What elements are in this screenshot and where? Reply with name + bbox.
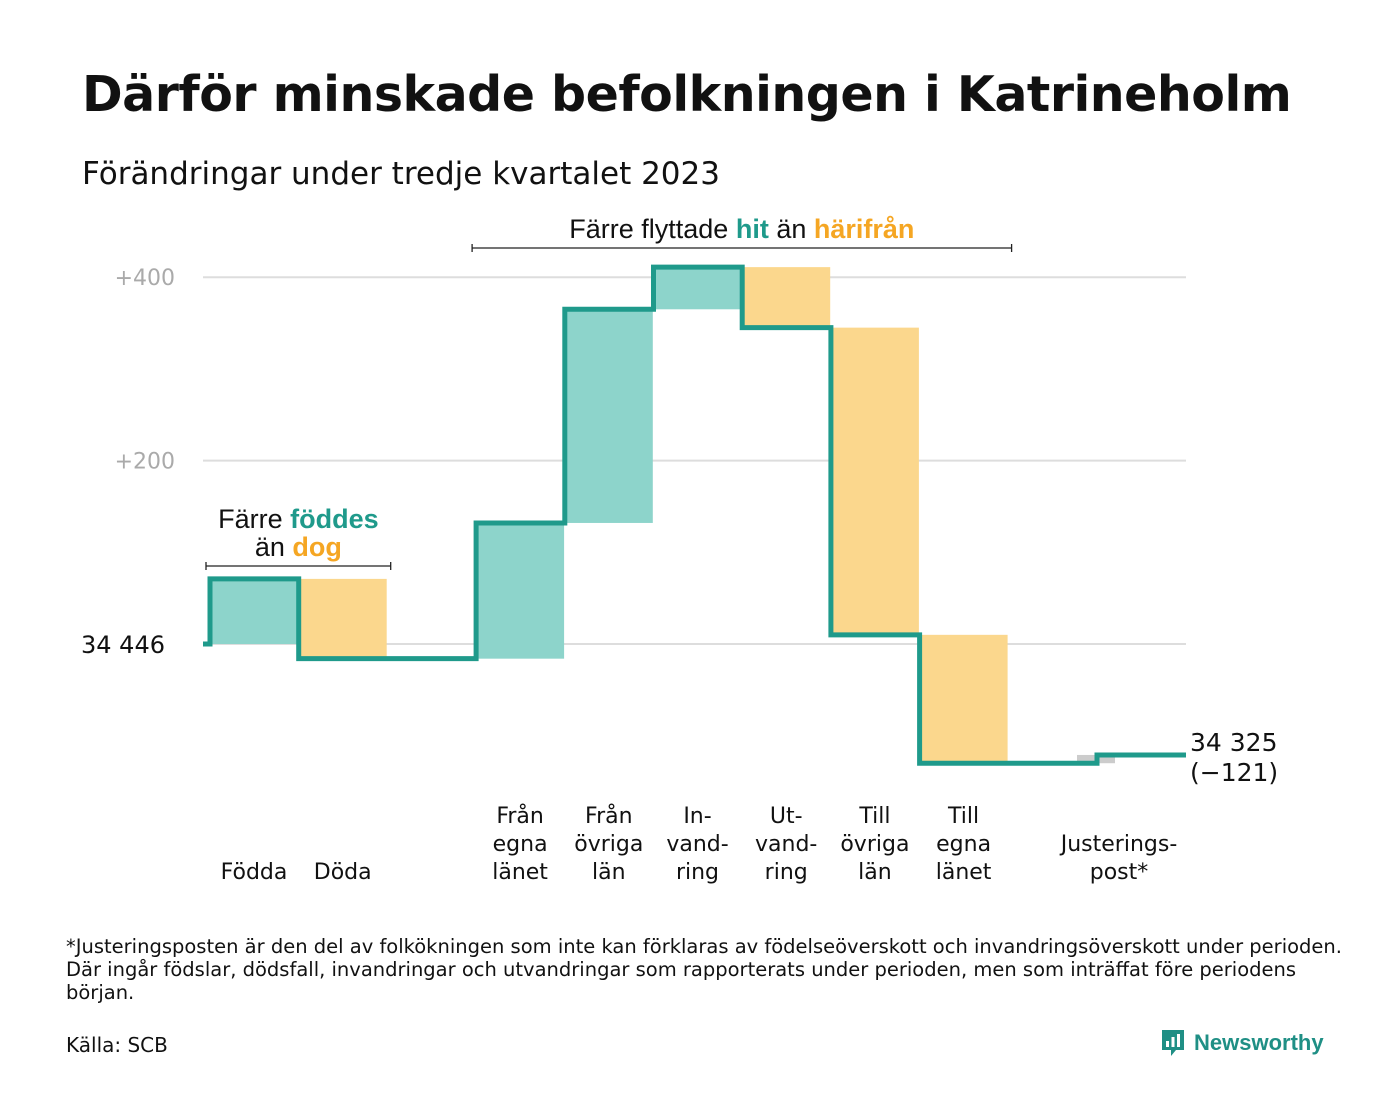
category-label: ring xyxy=(765,860,808,885)
chart-title: Därför minskade befolkningen i Katrineho… xyxy=(82,66,1292,123)
category-label: Från xyxy=(496,803,544,829)
bar-invandring xyxy=(653,267,742,310)
category-label: länet xyxy=(936,860,992,885)
category-label: In- xyxy=(683,804,711,829)
category-label: övriga xyxy=(840,832,909,857)
annotation-text: Färre föddes xyxy=(218,504,379,534)
annotation-segment: Färre flyttade xyxy=(569,214,736,244)
source-label: Källa: SCB xyxy=(66,1033,168,1057)
annotation-segment: föddes xyxy=(290,504,379,534)
annotation-text: än dog xyxy=(255,532,342,562)
category-label: Justerings- xyxy=(1059,832,1178,857)
category-label: Döda xyxy=(314,860,372,885)
category-label: vand- xyxy=(666,832,728,857)
cumulative-step-line xyxy=(203,264,1186,766)
bar-tillegnalänet xyxy=(919,634,1008,764)
brand: Newsworthy xyxy=(1160,1028,1324,1058)
bar-frånövrigalän xyxy=(564,309,653,523)
newsworthy-logo-icon xyxy=(1162,1030,1184,1056)
bar-tillövrigalän xyxy=(830,327,919,635)
y-tick-label: +200 xyxy=(115,450,175,475)
category-label: Från xyxy=(585,803,633,829)
category-label: Till xyxy=(858,804,890,829)
category-label: Ut- xyxy=(770,804,803,829)
category-label: egna xyxy=(936,832,991,857)
start-value-label: 34 446 xyxy=(81,631,165,659)
category-label: Till xyxy=(947,804,979,829)
annotation-text: Färre flyttade hit än härifrån xyxy=(569,214,914,244)
chart-subtitle: Förändringar under tredje kvartalet 2023 xyxy=(82,156,720,192)
category-label: vand- xyxy=(755,832,817,857)
bar-utvandring xyxy=(742,267,831,328)
annotation-segment: Färre xyxy=(218,504,290,534)
footnote: *Justeringsposten är den del av folkökni… xyxy=(66,935,1342,1004)
annotation-segment: än xyxy=(769,214,814,244)
annotation-segment: härifrån xyxy=(814,214,915,244)
bar-födda xyxy=(210,578,298,644)
end-value-label: (−121) xyxy=(1190,758,1278,787)
waterfall-chart: +200 +400 34 446 34 325(−121) Födda Döda Från e… xyxy=(81,214,1278,885)
brand-name: Newsworthy xyxy=(1194,1030,1324,1055)
bar-frånegnalänet xyxy=(476,522,565,659)
category-label: Födda xyxy=(221,860,288,885)
annotation-segment: dog xyxy=(292,532,341,562)
category-label: övriga xyxy=(574,832,643,857)
end-value-label: 34 325 xyxy=(1190,728,1277,757)
bar-döda xyxy=(298,578,387,659)
annotation-segment: hit xyxy=(736,214,769,244)
category-label: ring xyxy=(676,860,719,885)
category-label: post* xyxy=(1090,860,1149,885)
category-label: länet xyxy=(492,860,548,885)
category-label: län xyxy=(858,860,892,885)
y-tick-label: +400 xyxy=(115,266,175,291)
category-label: egna xyxy=(493,832,548,857)
category-label: län xyxy=(592,860,626,885)
annotation-segment: än xyxy=(255,532,293,562)
